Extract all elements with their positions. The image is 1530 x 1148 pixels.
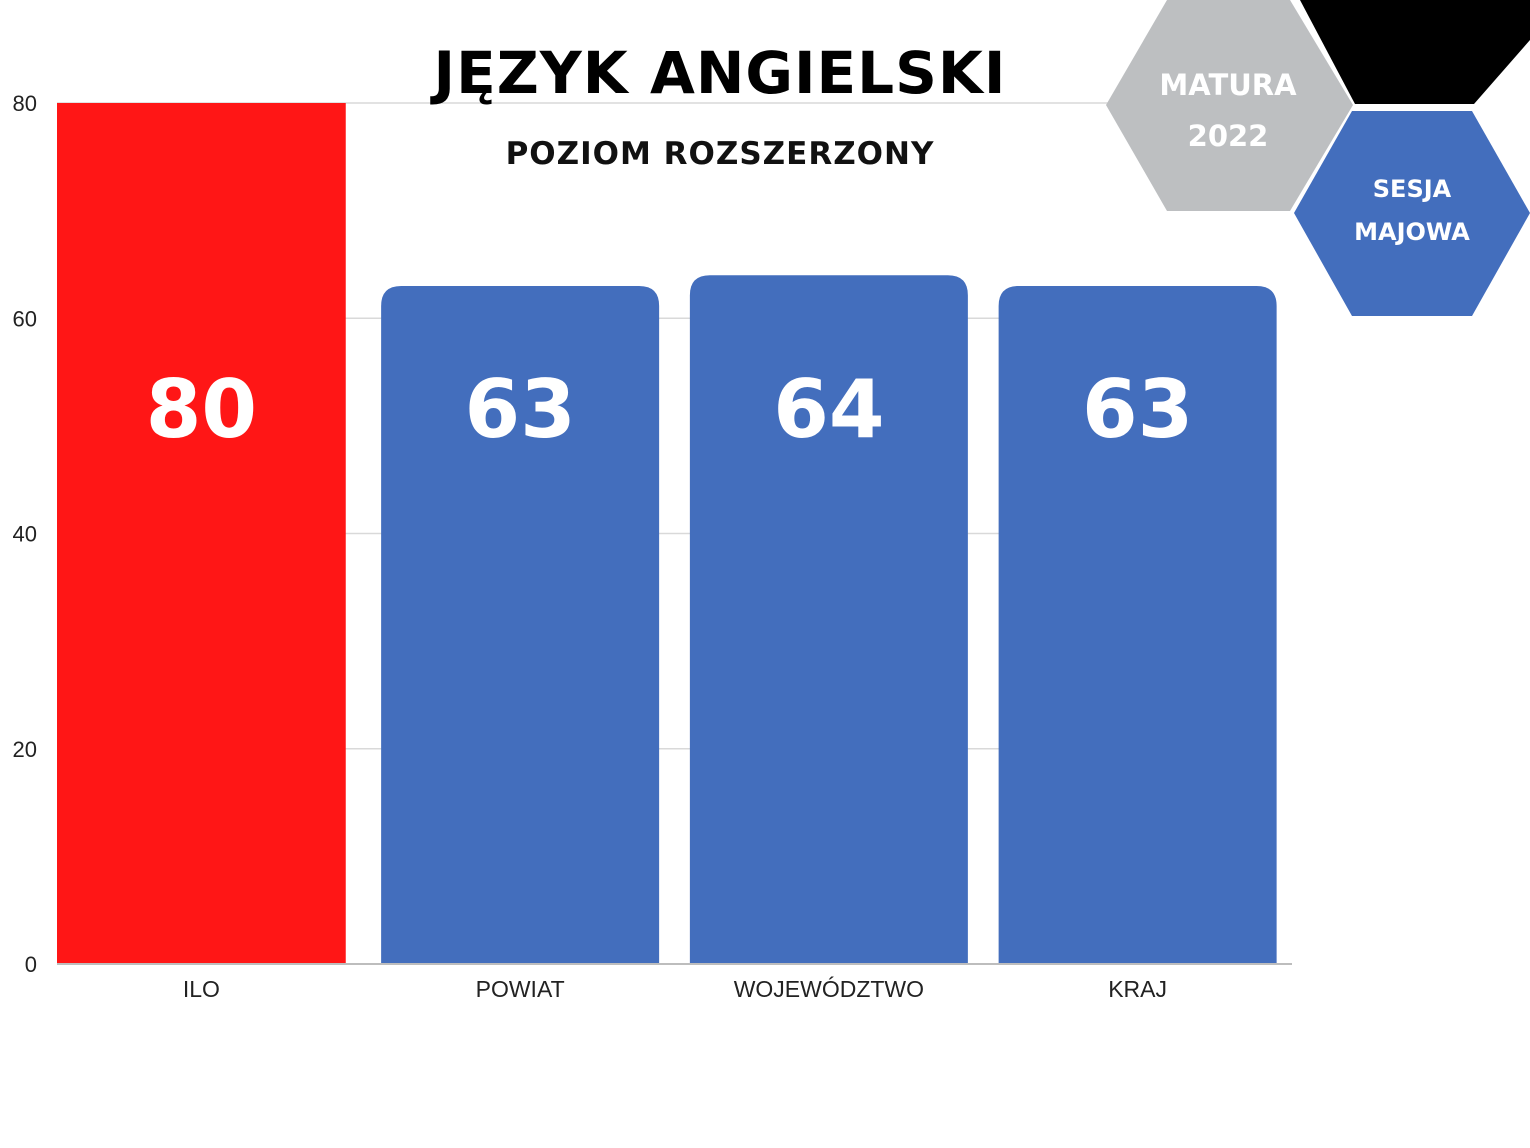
y-tick-label: 0 [25,952,37,977]
x-category-label: WOJEWÓDZTWO [734,976,924,1002]
x-category-label: POWIAT [476,976,565,1002]
bar-value-label: 80 [146,363,257,456]
matura-year: 2022 [1188,119,1269,153]
y-tick-label: 80 [13,91,37,116]
y-axis-ticks: 0 20 40 60 80 [13,91,37,977]
x-category-label: ILO [183,976,220,1002]
matura-label: MATURA [1159,68,1297,102]
bar-value-label: 63 [464,363,575,456]
bar-value-label: 64 [773,363,884,456]
y-tick-label: 60 [13,306,37,331]
blue-hexagon [1294,111,1530,316]
chart-title: JĘZYK ANGIELSKI [430,39,1007,107]
bar-ilo [57,103,346,964]
bar-województwo [689,275,968,964]
bars [57,103,1277,964]
majowa-label: MAJOWA [1354,218,1470,246]
matura-badge: MATURA 2022 [1106,0,1353,211]
bar-powiat [381,285,660,964]
sesja-badge: SESJA MAJOWA [1294,111,1530,316]
y-tick-label: 40 [13,522,37,547]
gray-hexagon [1106,0,1353,211]
bar-data-labels: 80 63 64 63 [146,363,1194,456]
x-category-label: KRAJ [1108,976,1167,1002]
black-hexagon [1300,0,1530,104]
sesja-label: SESJA [1373,175,1452,203]
bar-value-label: 63 [1082,363,1193,456]
chart-subtitle: POZIOM ROZSZERZONY [506,136,935,172]
x-axis-categories: ILO POWIAT WOJEWÓDZTWO KRAJ [183,976,1167,1002]
bar-kraj [998,285,1277,964]
y-tick-label: 20 [13,737,37,762]
